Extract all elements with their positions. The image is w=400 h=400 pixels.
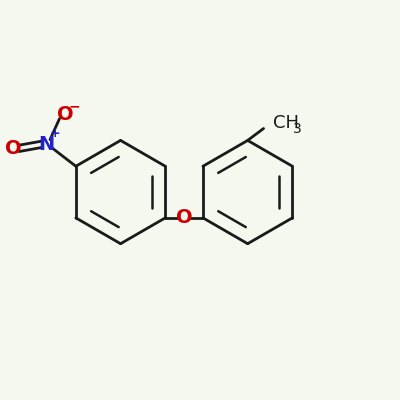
Text: N: N bbox=[38, 135, 54, 154]
Text: O: O bbox=[176, 208, 192, 227]
Text: +: + bbox=[50, 127, 60, 140]
Text: O: O bbox=[5, 139, 22, 158]
Text: 3: 3 bbox=[292, 122, 301, 136]
Text: CH: CH bbox=[274, 114, 300, 132]
Text: O: O bbox=[57, 105, 74, 124]
Text: −: − bbox=[69, 100, 80, 114]
